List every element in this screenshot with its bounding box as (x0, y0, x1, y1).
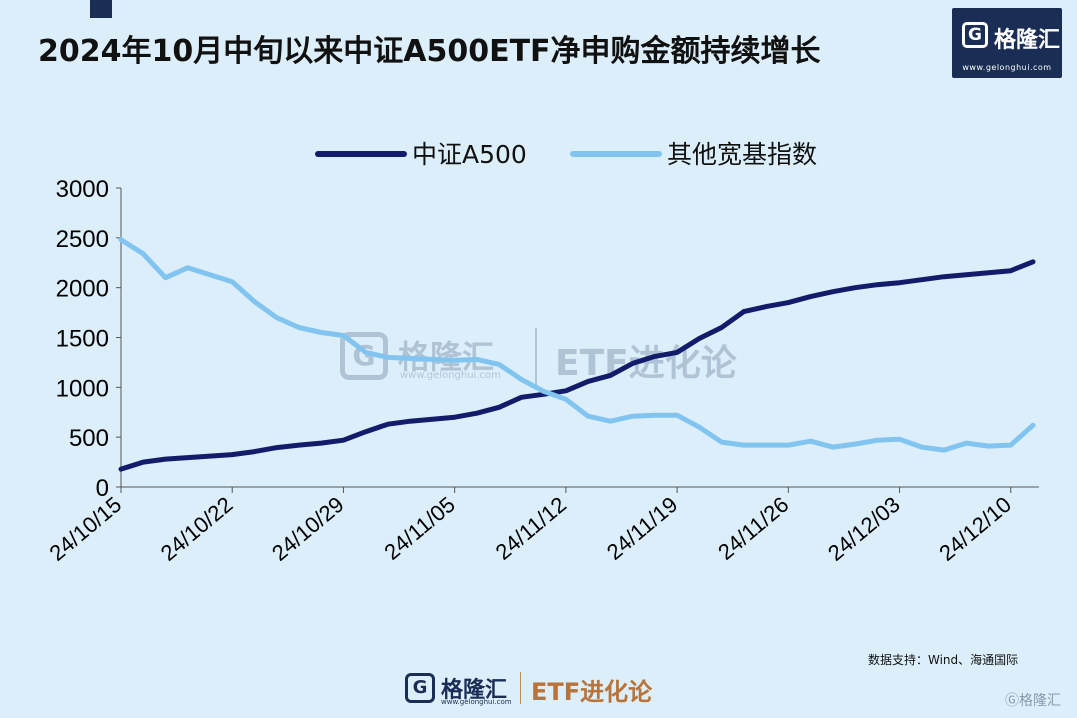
corner-tab (90, 0, 112, 18)
logo-g-icon: G (962, 22, 988, 48)
footer-divider (520, 672, 521, 704)
series-line-0 (118, 259, 1036, 472)
chart-series (118, 237, 1036, 472)
x-tick-label: 24/11/05 (379, 492, 459, 565)
x-tick-label: 24/12/10 (934, 492, 1016, 566)
x-tick-label: 24/11/19 (602, 492, 682, 565)
x-tick-label: 24/10/15 (45, 492, 127, 566)
x-tick-label: 24/11/26 (713, 492, 793, 565)
chart-legend: 中证A500 其他宽基指数 (315, 140, 817, 169)
y-tick-label: 2000 (56, 276, 109, 303)
legend-label-0: 中证A500 (412, 140, 527, 169)
footer-g-icon: G (405, 673, 435, 703)
y-tick-label: 1000 (56, 375, 109, 402)
source-note: 数据支持：Wind、海通国际 (868, 653, 1019, 667)
y-tick-label: 1500 (56, 326, 109, 353)
x-tick-label: 24/10/22 (156, 492, 238, 566)
watermark-divider (535, 328, 537, 386)
footer-brand-name: 格隆汇 (441, 678, 508, 703)
series-line-1 (118, 237, 1036, 453)
footer-brand-url: www.gelonghui.com (441, 698, 512, 706)
watermark-url: www.gelonghui.com (400, 370, 501, 381)
x-tick-label: 24/12/03 (823, 492, 905, 566)
y-tick-label: 500 (69, 425, 109, 452)
legend-label-1: 其他宽基指数 (667, 140, 817, 169)
y-tick-label: 2500 (56, 226, 109, 253)
logo-url: www.gelonghui.com (962, 63, 1052, 72)
y-tick-label: 3000 (56, 176, 109, 203)
brand-logo[interactable]: G 格隆汇 www.gelonghui.com (952, 8, 1062, 78)
x-tick-label: 24/10/29 (267, 492, 349, 566)
footer-brand-etf: ETF进化论 (531, 678, 653, 706)
corner-watermark: Ⓖ格隆汇 (1005, 693, 1061, 709)
watermark-etf: ETF进化论 (555, 343, 737, 384)
page-title: 2024年10月中旬以来中证A500ETF净申购金额持续增长 (38, 34, 821, 69)
logo-name: 格隆汇 (994, 28, 1061, 53)
x-tick-label: 24/11/12 (491, 492, 571, 565)
y-tick-label: 0 (96, 475, 109, 502)
chart-axes: 0 500 1000 1500 2000 2500 3000 24/10/15 24/10/22… (45, 176, 1039, 566)
